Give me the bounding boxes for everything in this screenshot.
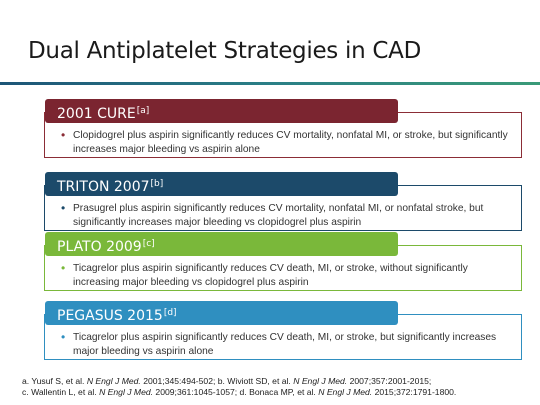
ref-b-citation: 2007;357:2001-2015; — [347, 376, 432, 386]
trial-header-triton: TRITON 2007[b] — [45, 172, 398, 196]
references: a. Yusuf S, et al. N Engl J Med. 2001;34… — [22, 376, 522, 398]
references-line-2: c. Wallentin L, et al. N Engl J Med. 200… — [22, 387, 522, 398]
trial-summary: Clopidogrel plus aspirin significantly r… — [73, 130, 508, 155]
trial-ref: [b] — [150, 179, 164, 189]
trial-summary: Prasugrel plus aspirin significantly red… — [73, 203, 484, 228]
trial-card-pegasus: PEGASUS 2015[d] • Ticagrelor plus aspiri… — [44, 301, 522, 360]
trial-body: • Ticagrelor plus aspirin significantly … — [61, 331, 511, 358]
trial-name: 2001 CURE — [57, 106, 136, 122]
trial-card-cure: 2001 CURE[a] • Clopidogrel plus aspirin … — [44, 99, 522, 158]
bullet-icon: • — [61, 201, 66, 215]
ref-b-journal: N Engl J Med. — [293, 376, 348, 386]
title-divider — [0, 82, 540, 85]
trial-header-pegasus: PEGASUS 2015[d] — [45, 301, 398, 325]
trial-body: • Ticagrelor plus aspirin significantly … — [61, 262, 511, 289]
trial-body: • Prasugrel plus aspirin significantly r… — [61, 202, 511, 229]
trial-ref: [c] — [142, 239, 155, 249]
bullet-icon: • — [61, 261, 66, 275]
trial-card-triton: TRITON 2007[b] • Prasugrel plus aspirin … — [44, 172, 522, 231]
ref-b-author: b. Wiviott SD, et al. — [217, 376, 294, 386]
ref-c-journal: N Engl J Med. — [99, 387, 154, 397]
trial-summary: Ticagrelor plus aspirin significantly re… — [73, 332, 497, 357]
ref-a-citation: 2001;345:494-502; — [140, 376, 218, 386]
bullet-icon: • — [61, 330, 66, 344]
ref-c-author: c. Wallentin L, et al. — [22, 387, 100, 397]
trial-body: • Clopidogrel plus aspirin significantly… — [61, 129, 511, 156]
trial-header-plato: PLATO 2009[c] — [45, 232, 398, 256]
trial-header-cure: 2001 CURE[a] — [45, 99, 398, 123]
slide-title: Dual Antiplatelet Strategies in CAD — [28, 38, 421, 64]
ref-d-citation: 2015;372:1791-1800. — [372, 387, 457, 397]
ref-d-author: d. Bonaca MP, et al. — [239, 387, 319, 397]
trial-card-plato: PLATO 2009[c] • Ticagrelor plus aspirin … — [44, 232, 522, 291]
trial-name: PLATO 2009 — [57, 239, 142, 255]
references-line-1: a. Yusuf S, et al. N Engl J Med. 2001;34… — [22, 376, 522, 387]
bullet-icon: • — [61, 128, 66, 142]
ref-d-journal: N Engl J Med. — [318, 387, 373, 397]
ref-a-journal: N Engl J Med. — [86, 376, 141, 386]
trial-name: PEGASUS 2015 — [57, 308, 163, 324]
ref-a-author: a. Yusuf S, et al. — [22, 376, 87, 386]
trial-summary: Ticagrelor plus aspirin significantly re… — [73, 263, 468, 288]
trial-ref: [a] — [136, 106, 150, 116]
trial-ref: [d] — [163, 308, 177, 318]
ref-c-citation: 2009;361:1045-1057; — [153, 387, 240, 397]
trial-name: TRITON 2007 — [57, 179, 150, 195]
